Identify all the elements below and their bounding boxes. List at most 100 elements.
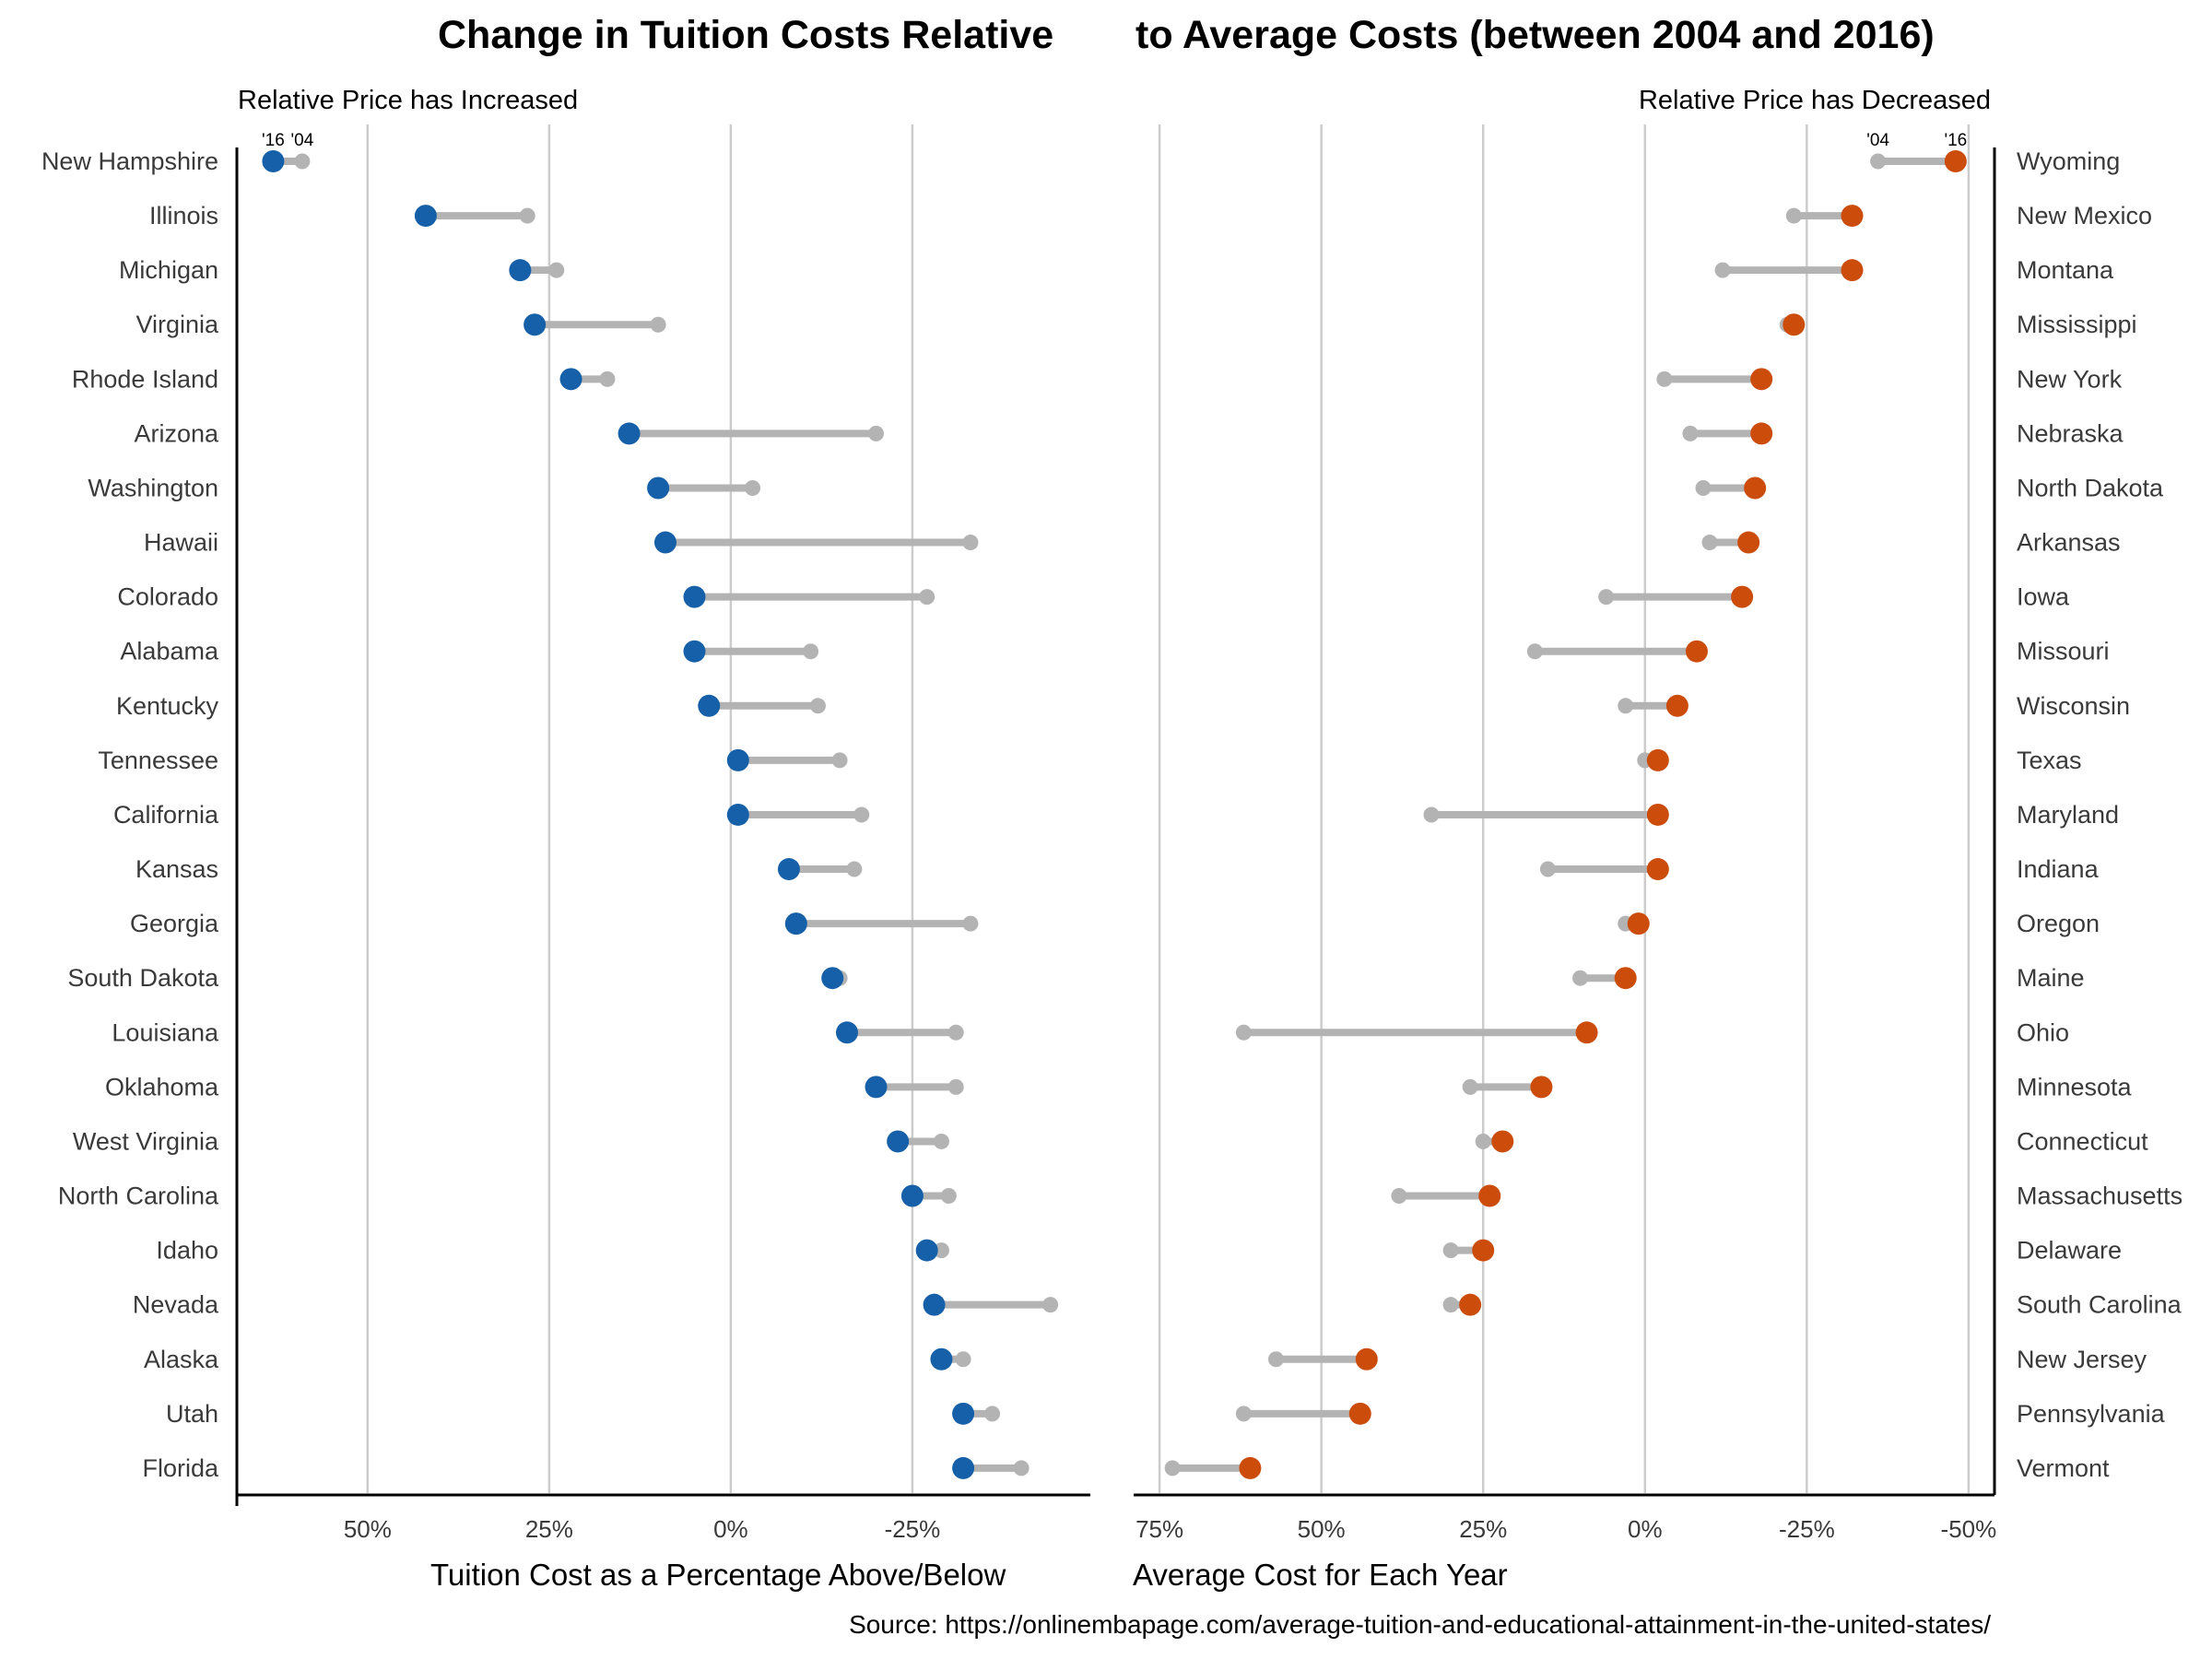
- point-2016: [887, 1130, 910, 1153]
- point-2004: [1539, 861, 1556, 877]
- point-2004: [1695, 479, 1712, 496]
- x-tick-label: 0%: [1628, 1515, 1663, 1543]
- state-label: Mississippi: [2017, 311, 2137, 338]
- point-2016: [923, 1293, 946, 1316]
- point-2016: [821, 967, 844, 990]
- point-2004: [962, 915, 979, 932]
- point-2016: [1646, 858, 1669, 881]
- state-label: Texas: [2017, 747, 2082, 774]
- point-2016: [784, 912, 807, 935]
- point-2016: [1239, 1456, 1262, 1479]
- point-2004: [650, 316, 666, 333]
- point-2004: [947, 1024, 964, 1041]
- point-2004: [519, 207, 535, 224]
- state-label: Colorado: [117, 583, 218, 611]
- point-2004: [933, 1133, 949, 1149]
- annotation-2016: '16: [1944, 131, 1967, 150]
- point-2004: [1785, 207, 1802, 224]
- point-2016: [1355, 1347, 1378, 1371]
- state-label: Vermont: [2017, 1454, 2110, 1482]
- point-2016: [698, 694, 721, 717]
- point-2016: [647, 477, 670, 500]
- state-label: Tennessee: [98, 747, 218, 774]
- x-tick-label: 50%: [1298, 1515, 1346, 1543]
- point-2016: [952, 1456, 975, 1479]
- point-2004: [1870, 153, 1887, 170]
- state-label: Michigan: [119, 256, 218, 284]
- x-tick-label: 0%: [713, 1515, 748, 1543]
- point-2004: [1714, 262, 1731, 278]
- state-label: Washington: [88, 474, 218, 501]
- state-label: New Hampshire: [41, 147, 218, 175]
- state-labels-right: Wyoming New Mexico Montana Mississippi New Y…: [2017, 147, 2183, 1482]
- state-label: West Virginia: [73, 1127, 219, 1155]
- state-label: Maine: [2017, 964, 2085, 992]
- segments-left: [273, 158, 1051, 1472]
- segments-right: [1172, 158, 1956, 1472]
- state-label: Minnesota: [2017, 1073, 2133, 1100]
- point-2016: [509, 259, 532, 282]
- point-2016: [1841, 205, 1864, 228]
- point-2016: [1472, 1239, 1495, 1262]
- state-label: Wyoming: [2017, 147, 2120, 175]
- point-2016: [1665, 694, 1688, 717]
- point-2016: [930, 1347, 953, 1371]
- state-label: Pennsylvania: [2017, 1400, 2166, 1428]
- point-2016: [683, 585, 706, 608]
- subtitle-left: Relative Price has Increased: [238, 86, 578, 115]
- state-labels-left: New Hampshire Illinois Michigan Virginia Rho…: [41, 147, 219, 1482]
- year-annotations-right: '04 '16: [1866, 131, 1967, 150]
- annotation-2016: '16: [262, 131, 285, 150]
- point-2004: [745, 479, 761, 496]
- point-2016: [1731, 585, 1754, 608]
- state-label: Iowa: [2017, 583, 2070, 611]
- chart-title-left: Change in Tuition Costs Relative: [438, 13, 1053, 57]
- state-label: Massachusetts: [2017, 1182, 2183, 1210]
- point-2016: [1575, 1021, 1598, 1044]
- point-2004: [933, 1242, 949, 1259]
- point-2016: [865, 1076, 888, 1099]
- state-label: Rhode Island: [72, 365, 218, 393]
- x-tick-label: 50%: [344, 1515, 392, 1543]
- state-label: Wisconsin: [2017, 692, 2130, 720]
- point-2004: [809, 698, 826, 714]
- point-2016: [726, 748, 749, 771]
- point-2016: [414, 205, 437, 228]
- year-annotations-left: '04 '16: [262, 131, 314, 150]
- state-label: Idaho: [156, 1237, 218, 1265]
- point-2004: [831, 752, 848, 769]
- point-2016: [618, 422, 641, 445]
- point-2016: [900, 1184, 924, 1207]
- state-label: Alaska: [144, 1346, 219, 1373]
- panel-decreased: Wyoming New Mexico Montana Mississippi New Y…: [1133, 86, 2183, 1592]
- point-2016: [1646, 748, 1669, 771]
- state-label: North Carolina: [58, 1182, 219, 1210]
- state-label: Kentucky: [116, 692, 219, 720]
- point-2004: [846, 861, 863, 877]
- point-2004: [599, 371, 616, 387]
- point-2016: [1750, 368, 1773, 391]
- point-2004: [1442, 1242, 1459, 1259]
- state-label: Illinois: [149, 202, 218, 229]
- point-2004: [955, 1351, 971, 1368]
- point-2016: [1841, 259, 1864, 282]
- state-label: Florida: [142, 1454, 219, 1482]
- state-label: Alabama: [120, 638, 219, 665]
- point-2004: [1013, 1460, 1030, 1477]
- chart-title-right: to Average Costs (between 2004 and 2016): [1135, 13, 1935, 57]
- point-2016: [1944, 150, 1967, 172]
- point-2004: [853, 806, 870, 823]
- x-tick-label: -50%: [1941, 1515, 1997, 1543]
- state-label: Utah: [166, 1400, 218, 1428]
- point-2016: [777, 858, 800, 881]
- point-2004: [1391, 1188, 1407, 1205]
- state-label: Indiana: [2017, 855, 2100, 883]
- point-2004: [1701, 535, 1718, 551]
- annotation-2004: '04: [1866, 131, 1889, 150]
- point-2004: [947, 1078, 964, 1095]
- point-2004: [803, 643, 819, 660]
- point-2004: [1598, 589, 1615, 606]
- point-2016: [1646, 803, 1669, 826]
- point-2016: [1530, 1076, 1553, 1099]
- point-2004: [1656, 371, 1673, 387]
